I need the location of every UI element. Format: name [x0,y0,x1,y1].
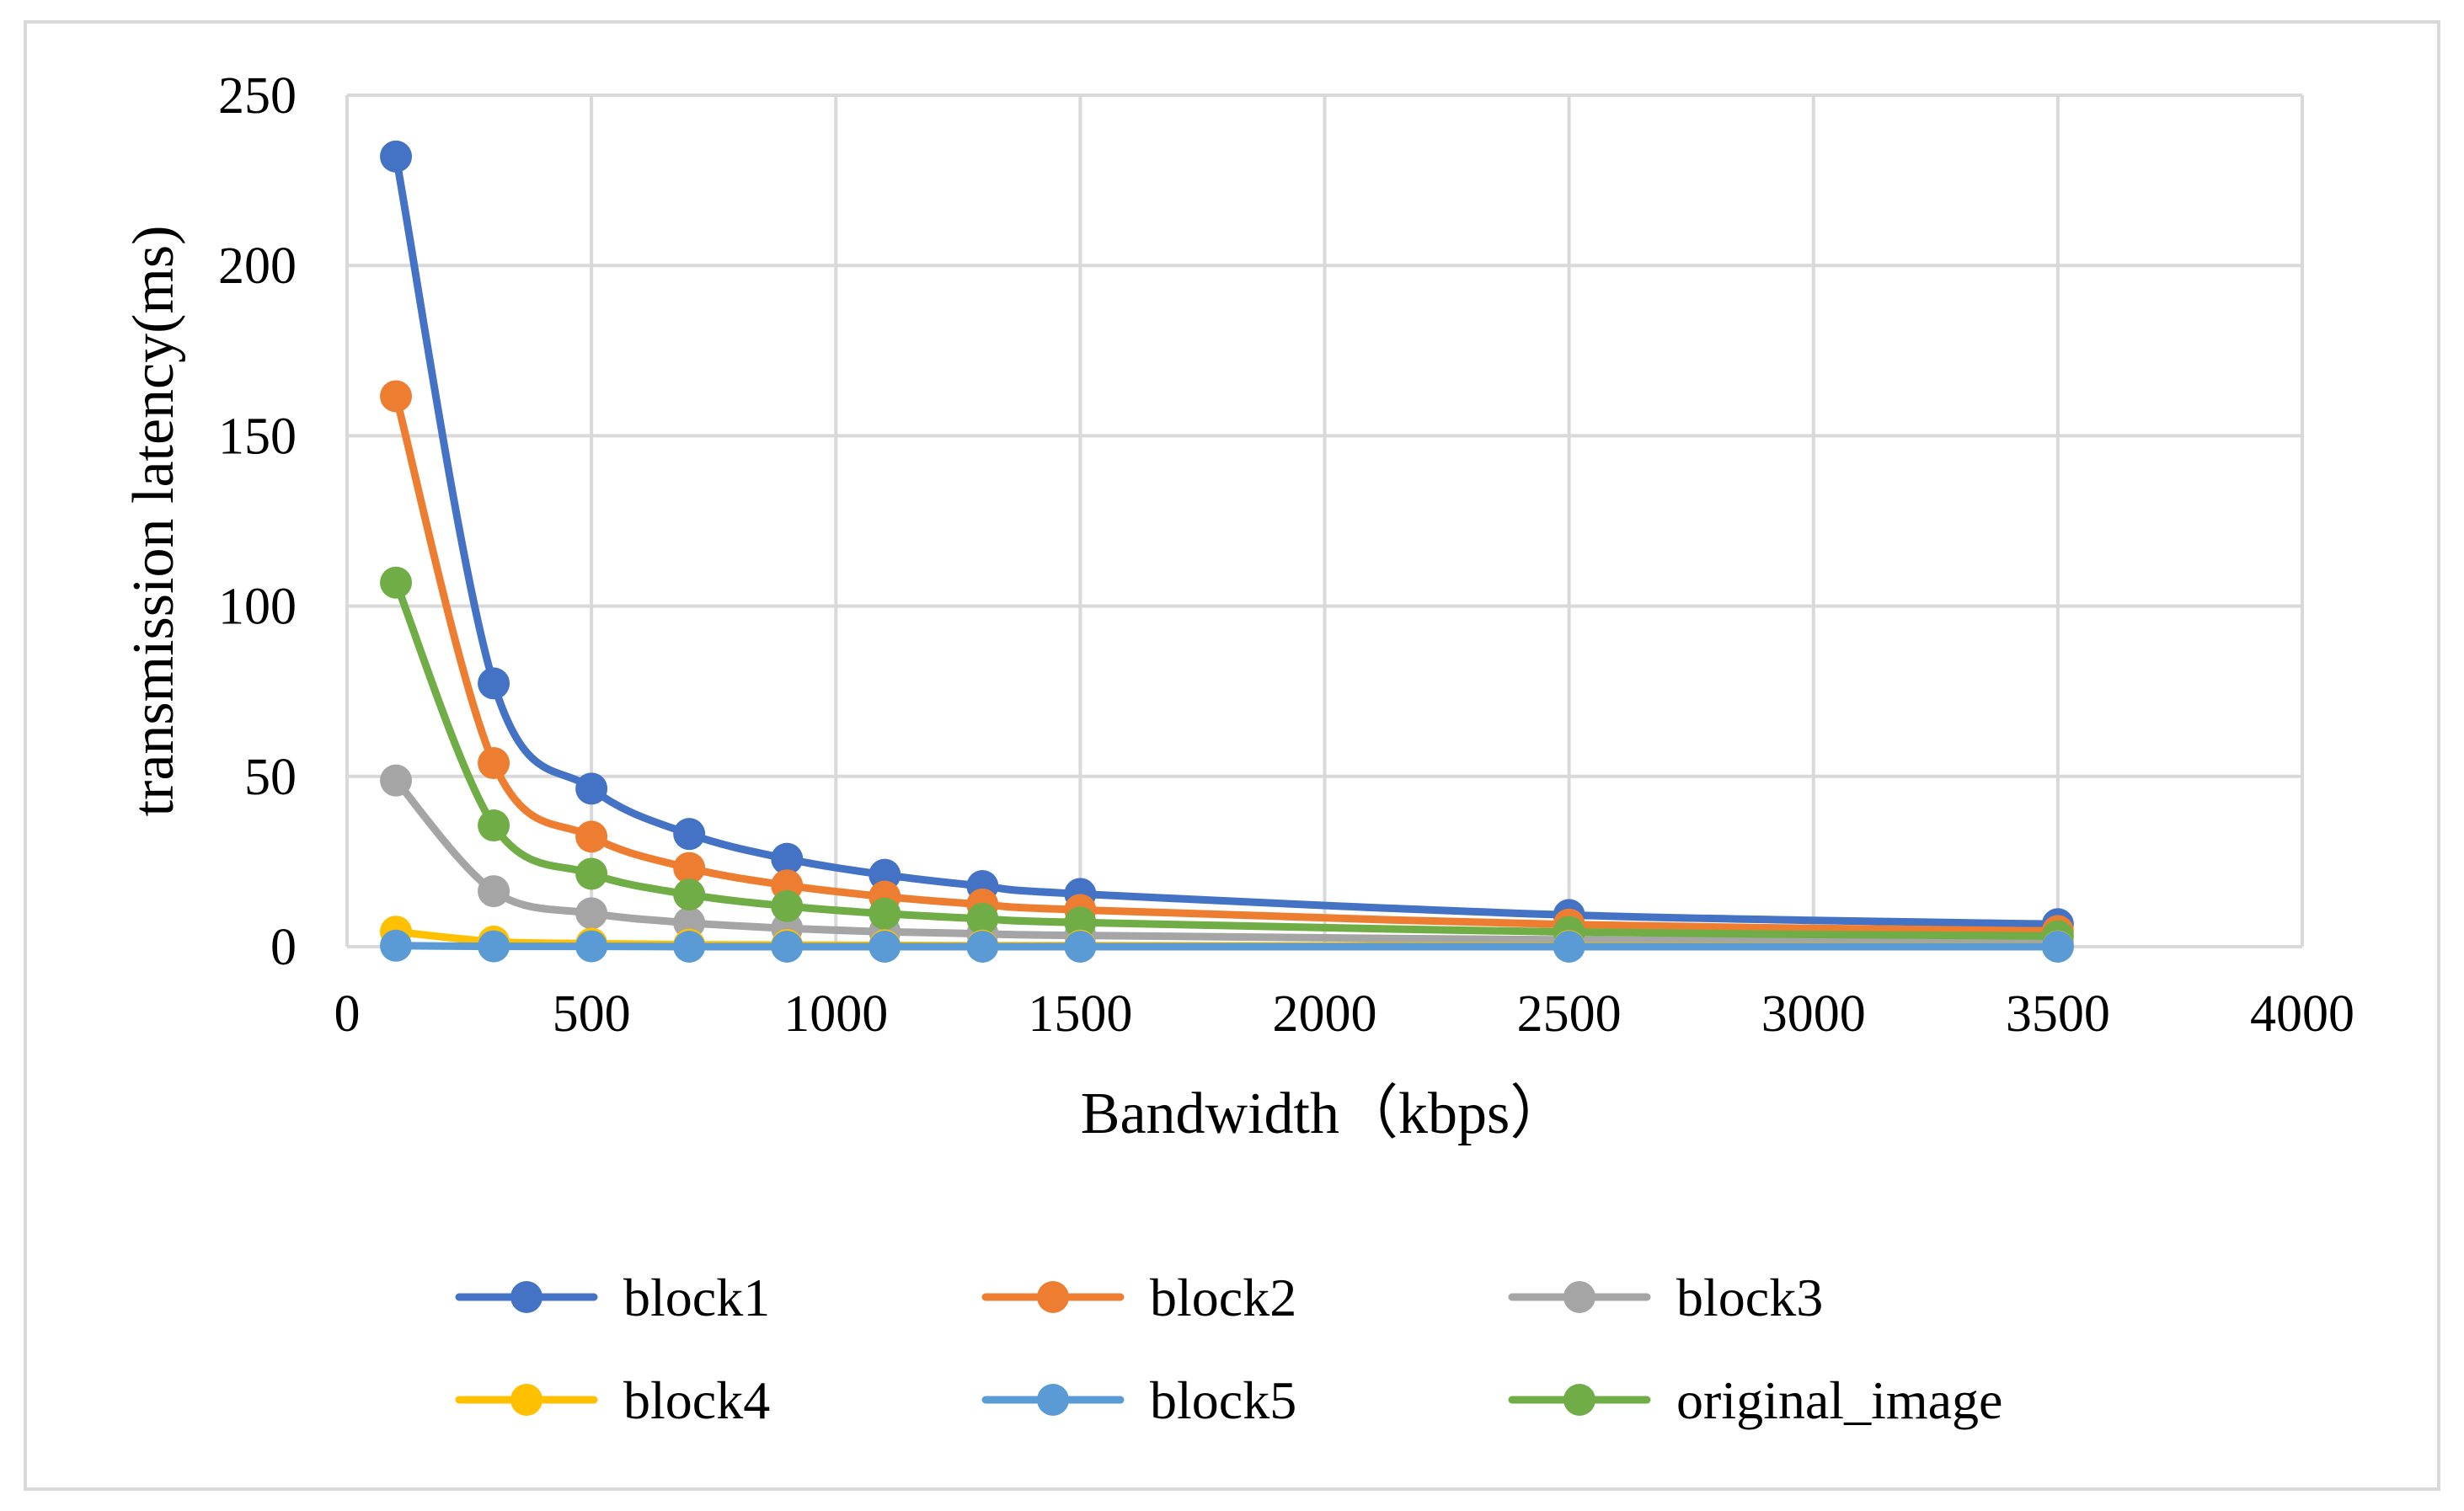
x-axis-title: Bandwidth（kbps） [1081,1081,1569,1146]
data-point-original_image [966,902,999,935]
data-point-original_image [380,566,413,599]
data-point-original_image [1064,906,1097,939]
legend-swatch-marker [1037,1281,1069,1313]
data-point-block3 [380,764,413,797]
x-tick-label: 3500 [2006,985,2110,1043]
legend-label: block2 [1150,1268,1296,1327]
legend-item-original_image: original_image [1508,1370,2002,1430]
legend-item-block1: block1 [455,1268,770,1327]
data-point-original_image [575,857,608,890]
legend-swatch-marker [1563,1281,1595,1313]
y-tick-label: 100 [218,579,297,636]
legend-label: block1 [623,1268,770,1327]
data-point-block2 [380,380,413,413]
y-tick-label: 50 [244,749,297,806]
y-tick-label: 0 [270,919,297,976]
legend: block1 block2 block3 block4 block5 original_i… [455,1268,2002,1430]
data-point-block5 [1553,931,1585,963]
legend-label: original_image [1676,1370,2002,1430]
data-point-original_image [673,878,706,911]
data-point-block5 [380,929,413,962]
legend-label: block4 [623,1370,770,1430]
legend-item-block2: block2 [981,1268,1296,1327]
data-point-block5 [1064,931,1097,963]
grid [347,93,2304,947]
legend-label: block5 [1150,1370,1296,1430]
data-point-block5 [478,930,510,963]
data-point-block2 [575,820,608,853]
x-tick-label: 2000 [1273,985,1377,1043]
data-point-original_image [478,809,510,842]
data-point-block2 [478,747,510,780]
legend-swatch-marker [510,1384,543,1416]
legend-item-block4: block4 [455,1370,770,1430]
series [380,140,2074,963]
x-tick-label: 4000 [2250,985,2354,1043]
x-tick-label: 0 [334,985,361,1043]
data-point-block5 [771,931,804,963]
data-point-block2 [673,852,706,884]
y-tick-label: 200 [218,238,297,295]
legend-swatch-marker [1563,1384,1595,1416]
data-point-block1 [771,842,804,875]
data-point-block5 [2041,931,2074,963]
y-axis-title: transmission latency(ms) [121,226,186,817]
legend-item-block5: block5 [981,1370,1296,1430]
data-point-original_image [771,889,804,922]
data-point-block1 [673,818,706,851]
series-block5 [380,929,2074,963]
y-tick-label: 250 [218,67,297,125]
data-point-original_image [869,897,901,930]
x-tick-label: 1500 [1028,985,1132,1043]
data-point-block5 [869,931,901,963]
series-line-block5 [392,942,2062,951]
data-point-block1 [575,772,608,805]
legend-swatch-marker [1037,1384,1069,1416]
data-point-block5 [966,931,999,963]
x-tick-label: 3000 [1761,985,1866,1043]
data-point-block1 [380,140,413,173]
data-point-block1 [478,667,510,700]
data-point-block5 [673,931,706,963]
legend-item-block3: block3 [1508,1268,1823,1327]
x-tick-label: 2500 [1517,985,1622,1043]
data-point-block5 [575,930,608,963]
data-point-block3 [575,897,608,930]
legend-label: block3 [1676,1268,1823,1327]
x-tick-label: 1000 [783,985,888,1043]
x-tick-label: 500 [553,985,631,1043]
data-point-block3 [478,875,510,908]
legend-swatch-marker [510,1281,543,1313]
y-tick-label: 150 [218,408,297,465]
